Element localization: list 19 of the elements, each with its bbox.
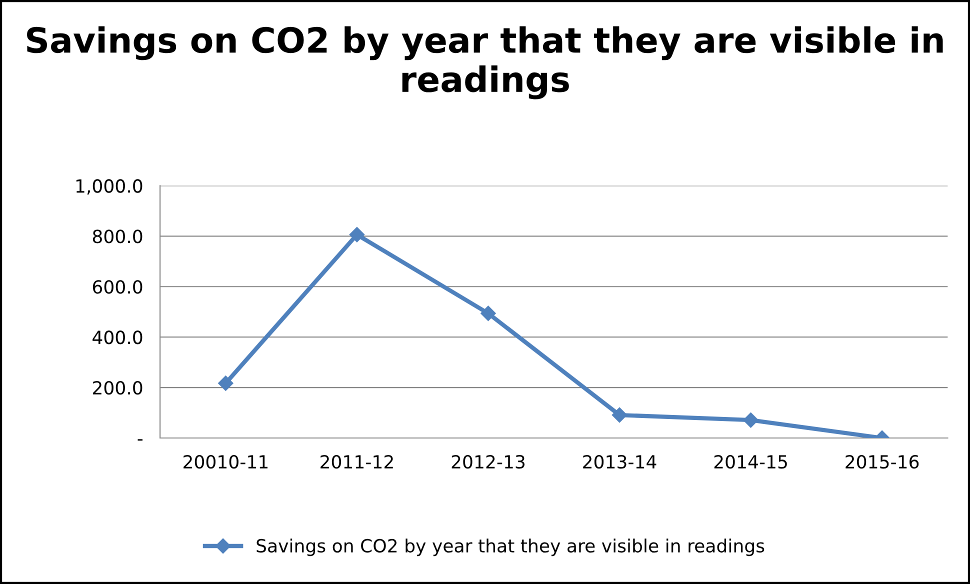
point: [218, 376, 234, 391]
point: [480, 306, 496, 321]
x-tick-label: 2014-15: [714, 454, 787, 469]
y-tick-label: -: [138, 439, 143, 441]
legend-label: Savings on CO2 by year that they are visible in readings: [256, 538, 764, 556]
y-tick-label: 200.0: [93, 381, 142, 395]
point: [612, 407, 628, 423]
point: [743, 412, 758, 428]
y-tick-label: 1,000.0: [76, 179, 142, 195]
x-tick-label: 2011-12: [320, 454, 393, 469]
y-tick-label: 400.0: [92, 330, 142, 344]
y-tick-label: 800.0: [92, 230, 142, 244]
chart-title: Savings on CO2 by year that they are visible in readings: [27, 26, 943, 100]
x-tick-label: 20010-11: [184, 454, 268, 469]
x-tick-label: 2012-13: [452, 454, 525, 469]
y-tick-label: 600.0: [92, 280, 142, 294]
x-tick-label: 2015-16: [846, 454, 919, 469]
x-tick-label: 2013-14: [583, 454, 656, 469]
point: [349, 227, 365, 242]
